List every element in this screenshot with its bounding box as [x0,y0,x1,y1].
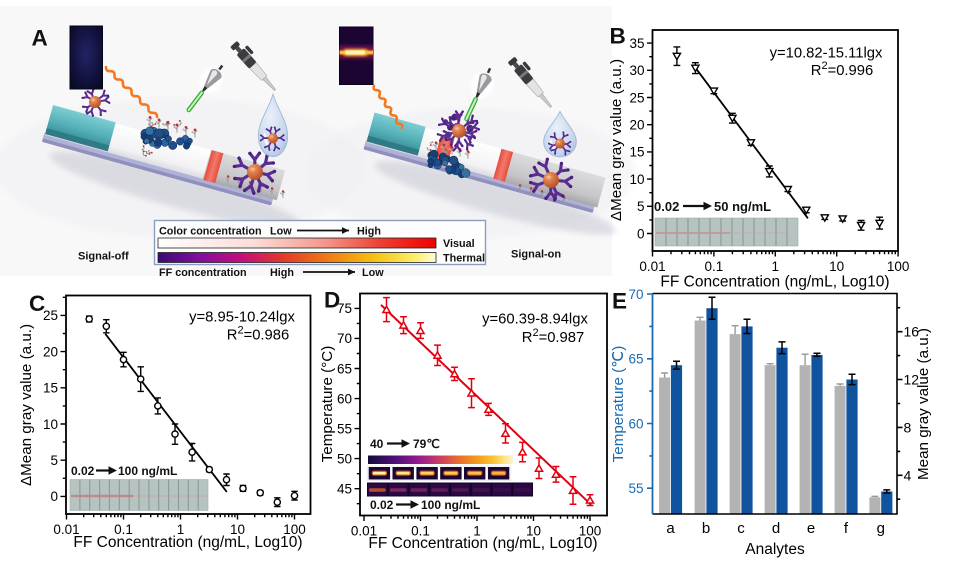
svg-text:Signal-off: Signal-off [78,251,129,263]
svg-text:55: 55 [337,421,352,436]
svg-text:0.1: 0.1 [114,522,133,537]
svg-text:12: 12 [904,372,920,388]
svg-text:10: 10 [43,417,58,432]
svg-text:y=10.82-15.11lgx: y=10.82-15.11lgx [770,46,883,62]
svg-text:65: 65 [628,352,643,367]
svg-text:100: 100 [887,259,910,274]
svg-text:10: 10 [230,522,245,537]
svg-text:100 ng/mL: 100 ng/mL [421,498,480,512]
svg-text:FF Concentration (ng/mL, Log10: FF Concentration (ng/mL, Log10) [73,534,302,551]
svg-text:40: 40 [370,437,384,451]
svg-text:0: 0 [637,226,645,241]
svg-text:100 ng/mL: 100 ng/mL [118,464,177,478]
svg-text:30: 30 [629,63,644,78]
svg-text:Mean gray value (a.u.): Mean gray value (a.u.) [915,328,932,480]
svg-text:5: 5 [50,453,58,468]
svg-text:Analytes: Analytes [745,541,805,558]
svg-text:1: 1 [177,522,185,537]
svg-text:1: 1 [772,259,780,274]
svg-text:0.01: 0.01 [639,259,665,274]
svg-text:20: 20 [43,344,58,359]
svg-text:d: d [772,520,780,537]
svg-text:25: 25 [629,90,644,105]
svg-text:5: 5 [637,199,645,214]
svg-text:75: 75 [337,301,352,316]
svg-text:Low: Low [270,226,292,238]
svg-text:15: 15 [43,381,58,396]
svg-text:35: 35 [629,36,644,51]
svg-text:0.1: 0.1 [411,524,430,539]
svg-text:10: 10 [526,524,541,539]
svg-text:15: 15 [629,145,644,160]
svg-text:Signal-on: Signal-on [511,249,561,261]
svg-text:b: b [702,520,710,537]
svg-text:ΔMean gray value (a.u.): ΔMean gray value (a.u.) [608,59,625,221]
svg-text:50 ng/mL: 50 ng/mL [714,199,771,214]
svg-text:0.01: 0.01 [351,524,377,539]
svg-text:y=60.39-8.94lgx: y=60.39-8.94lgx [482,312,588,328]
svg-text:25: 25 [43,308,58,323]
svg-text:FF concentration: FF concentration [159,267,247,279]
svg-text:f: f [844,520,849,537]
svg-text:e: e [807,520,815,537]
svg-text:A: A [32,26,48,51]
svg-text:55: 55 [628,481,643,496]
svg-text:R2=0.996: R2=0.996 [811,60,873,79]
svg-text:R2=0.986: R2=0.986 [227,325,289,344]
svg-text:y=8.95-10.24lgx: y=8.95-10.24lgx [189,310,295,326]
svg-text:4: 4 [904,467,912,483]
svg-text:70: 70 [628,287,643,302]
svg-text:C: C [29,291,45,316]
svg-text:45: 45 [337,482,352,497]
svg-text:Temperature (℃): Temperature (℃) [610,346,627,463]
svg-text:16: 16 [904,324,920,340]
svg-text:100: 100 [579,524,602,539]
svg-text:70: 70 [337,331,352,346]
svg-text:Low: Low [362,267,384,279]
svg-text:ΔMean gray value (a.u.): ΔMean gray value (a.u.) [18,324,35,486]
svg-text:79℃: 79℃ [413,437,440,451]
svg-text:Temperature (°C): Temperature (°C) [319,346,336,463]
svg-text:0: 0 [50,489,58,504]
svg-text:a: a [666,520,675,537]
svg-text:0.02: 0.02 [370,498,394,512]
svg-text:Thermal: Thermal [443,253,485,265]
svg-text:Visual: Visual [443,238,475,250]
svg-text:8: 8 [904,419,912,435]
svg-text:c: c [737,520,745,537]
svg-text:60: 60 [628,416,643,431]
svg-text:High: High [270,267,294,279]
svg-text:High: High [357,226,381,238]
svg-text:10: 10 [629,172,644,187]
svg-text:60: 60 [337,391,352,406]
svg-text:D: D [324,288,340,313]
svg-text:10: 10 [829,259,844,274]
svg-text:R2=0.987: R2=0.987 [522,327,584,346]
svg-text:0.01: 0.01 [53,522,79,537]
svg-text:g: g [877,520,885,537]
svg-text:0.02: 0.02 [654,199,679,214]
svg-text:B: B [610,24,626,49]
svg-text:50: 50 [337,451,352,466]
svg-text:1: 1 [473,524,481,539]
svg-text:20: 20 [629,118,644,133]
svg-text:0.02: 0.02 [71,464,95,478]
svg-text:100: 100 [283,522,306,537]
svg-text:E: E [612,289,627,314]
svg-text:65: 65 [337,361,352,376]
svg-text:0.1: 0.1 [705,259,724,274]
svg-text:Color concentration: Color concentration [159,226,262,238]
svg-text:FF Concentration (ng/mL, Log10: FF Concentration (ng/mL, Log10) [660,274,889,291]
svg-text:FF Concentration (ng/mL, Log10: FF Concentration (ng/mL, Log10) [368,535,597,552]
